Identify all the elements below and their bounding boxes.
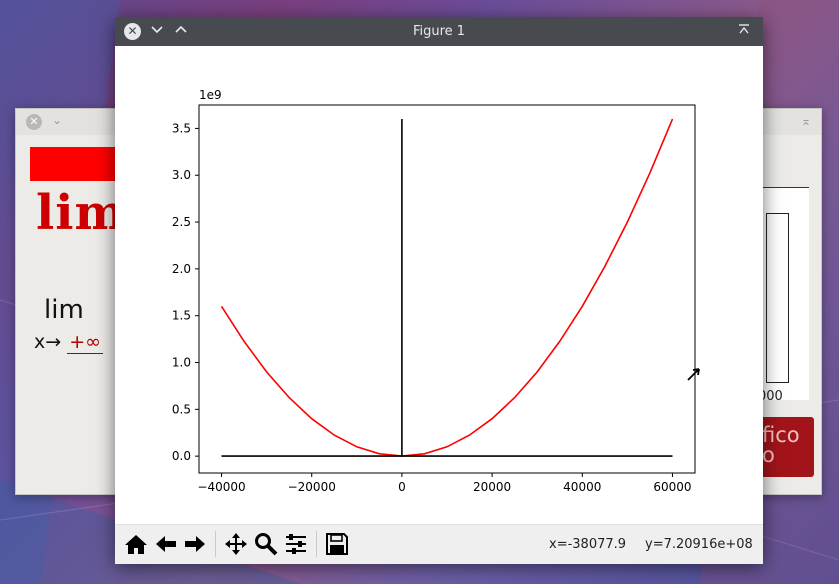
line-chart[interactable]: −40000 −20000 0 20000 40000 60000 0.0 0.5 1.0 1.5…	[115, 46, 763, 524]
cursor-y-readout: y=7.20916e+08	[645, 537, 753, 552]
limit-sub-prefix: x→	[34, 331, 62, 353]
x-tick-label: 20000	[473, 480, 511, 494]
chevron-down-icon[interactable]	[151, 22, 163, 40]
y-tick-label: 1.5	[172, 309, 191, 323]
chevron-down-icon[interactable]: ⌄	[52, 113, 63, 127]
y-tick-label: 0.0	[172, 449, 191, 463]
figure-window[interactable]: ✕ Figure 1 −40000 −20000 0 20000 40000 60000 0…	[115, 17, 763, 564]
limit-infinity-input[interactable]: +∞	[67, 331, 103, 354]
close-icon[interactable]: ✕	[26, 114, 42, 130]
back-arrow-icon[interactable]	[153, 531, 179, 557]
x-tick-label: −40000	[197, 480, 245, 494]
close-icon[interactable]: ✕	[124, 23, 141, 40]
plot-canvas[interactable]: −40000 −20000 0 20000 40000 60000 0.0 0.5 1.0 1.5…	[115, 46, 763, 524]
cursor-x-readout: x=-38077.9	[549, 537, 627, 552]
toolbar-separator	[316, 531, 317, 557]
navigation-toolbar: x=-38077.9 y=7.20916e+08	[115, 524, 763, 564]
heading-text: lim	[36, 185, 127, 241]
forward-arrow-icon[interactable]	[182, 531, 208, 557]
mouse-cursor-icon	[687, 368, 700, 381]
y-offset-label: 1e9	[199, 88, 222, 102]
y-tick-label: 0.5	[172, 402, 191, 416]
maximize-icon[interactable]: ⌅	[800, 114, 811, 128]
window-title: Figure 1	[412, 24, 466, 39]
red-banner	[30, 147, 120, 181]
limit-label: lim	[44, 295, 84, 325]
figure-titlebar[interactable]: ✕ Figure 1	[115, 17, 763, 46]
graph-button-label: fico o	[762, 423, 800, 467]
y-tick-label: 1.0	[172, 356, 191, 370]
x-tick-label: 40000	[563, 480, 601, 494]
x-tick-label: −20000	[288, 480, 336, 494]
y-tick-label: 3.0	[172, 168, 191, 182]
maximize-icon[interactable]	[737, 22, 751, 40]
limit-subscript: x→ +∞	[34, 331, 103, 354]
mini-plot-tick: 000	[758, 389, 783, 404]
toolbar-separator	[215, 531, 216, 557]
axes-frame	[198, 104, 696, 474]
y-tick-label: 3.5	[172, 121, 191, 135]
save-icon[interactable]	[324, 531, 350, 557]
zoom-icon[interactable]	[253, 531, 279, 557]
y-tick-label: 2.5	[172, 215, 191, 229]
home-icon[interactable]	[123, 531, 149, 557]
x-tick-label: 60000	[653, 480, 691, 494]
series-line-0	[220, 118, 674, 457]
mini-plot-frame	[766, 213, 789, 383]
pan-icon[interactable]	[223, 531, 249, 557]
configure-subplots-icon[interactable]	[283, 531, 309, 557]
x-tick-label: 0	[398, 480, 406, 494]
y-tick-label: 2.0	[172, 262, 191, 276]
chevron-up-icon[interactable]	[175, 22, 187, 40]
